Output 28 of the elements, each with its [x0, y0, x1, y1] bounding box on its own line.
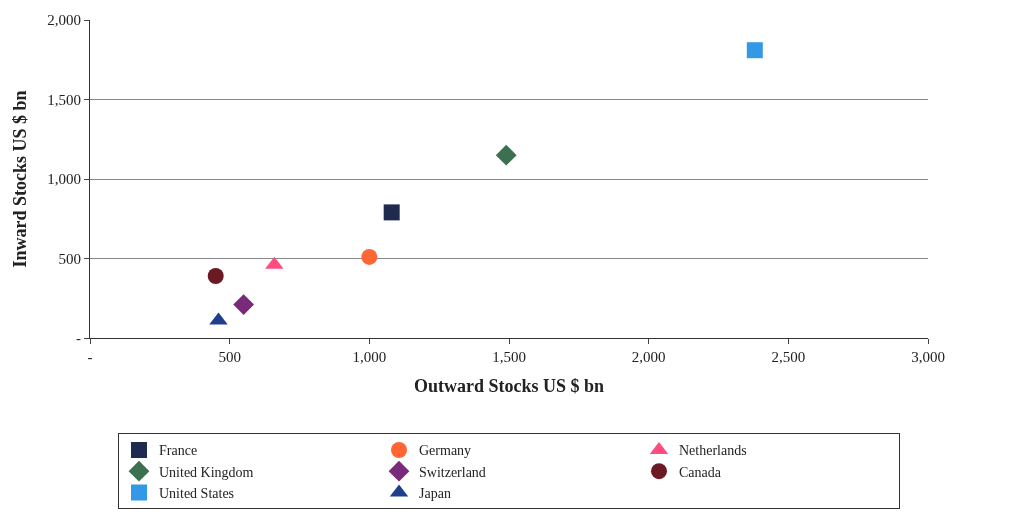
legend-label: France	[159, 443, 198, 459]
legend-label: Netherlands	[679, 443, 747, 459]
legend-label: United States	[159, 485, 235, 501]
x-tick-label: 1,000	[352, 349, 387, 365]
x-tick-label: 500	[218, 349, 241, 365]
point	[361, 248, 378, 265]
legend-label: Switzerland	[419, 464, 486, 480]
point	[207, 267, 224, 284]
y-tick-label: -	[76, 330, 81, 347]
legend-label: Germany	[419, 443, 472, 459]
point	[383, 204, 400, 221]
x-tick-label: 3,000	[911, 349, 945, 365]
point	[495, 144, 517, 166]
y-tick-label: 1,000	[47, 171, 81, 188]
point	[233, 294, 255, 316]
y-tick-label: 500	[58, 250, 81, 267]
legend-label: Canada	[679, 464, 722, 480]
x-tick-label: 2,500	[771, 349, 806, 365]
x-tick-label: 2,000	[631, 349, 666, 365]
legend-label: Japan	[419, 485, 451, 501]
x-tick-label: -	[87, 349, 93, 365]
x-axis-title: Outward Stocks US $ bn	[413, 376, 605, 397]
y-tick-label: 1,500	[47, 91, 81, 108]
point	[746, 42, 763, 59]
x-tick-label: 1,500	[492, 349, 526, 365]
legend-label: United Kingdom	[159, 464, 254, 480]
y-axis-title: Inward Stocks US $ bn	[10, 90, 31, 268]
y-tick-label: 2,000	[47, 12, 81, 29]
